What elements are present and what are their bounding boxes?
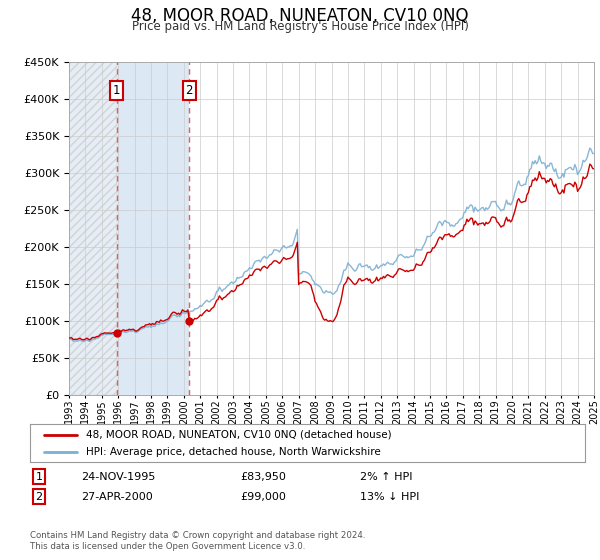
Text: 2: 2 <box>185 84 193 97</box>
Text: 48, MOOR ROAD, NUNEATON, CV10 0NQ (detached house): 48, MOOR ROAD, NUNEATON, CV10 0NQ (detac… <box>86 430 391 440</box>
Text: 2% ↑ HPI: 2% ↑ HPI <box>360 472 413 482</box>
Text: 1: 1 <box>113 84 121 97</box>
Text: HPI: Average price, detached house, North Warwickshire: HPI: Average price, detached house, Nort… <box>86 447 380 457</box>
Text: 13% ↓ HPI: 13% ↓ HPI <box>360 492 419 502</box>
Bar <box>69 62 116 395</box>
Text: Contains HM Land Registry data © Crown copyright and database right 2024.: Contains HM Land Registry data © Crown c… <box>30 531 365 540</box>
Text: This data is licensed under the Open Government Licence v3.0.: This data is licensed under the Open Gov… <box>30 542 305 550</box>
Text: £99,000: £99,000 <box>240 492 286 502</box>
Text: 27-APR-2000: 27-APR-2000 <box>81 492 153 502</box>
Text: 2: 2 <box>35 492 43 502</box>
Text: £83,950: £83,950 <box>240 472 286 482</box>
Text: 24-NOV-1995: 24-NOV-1995 <box>81 472 155 482</box>
Bar <box>116 62 189 395</box>
Text: Price paid vs. HM Land Registry's House Price Index (HPI): Price paid vs. HM Land Registry's House … <box>131 20 469 32</box>
Text: 1: 1 <box>35 472 43 482</box>
Text: 48, MOOR ROAD, NUNEATON, CV10 0NQ: 48, MOOR ROAD, NUNEATON, CV10 0NQ <box>131 7 469 25</box>
